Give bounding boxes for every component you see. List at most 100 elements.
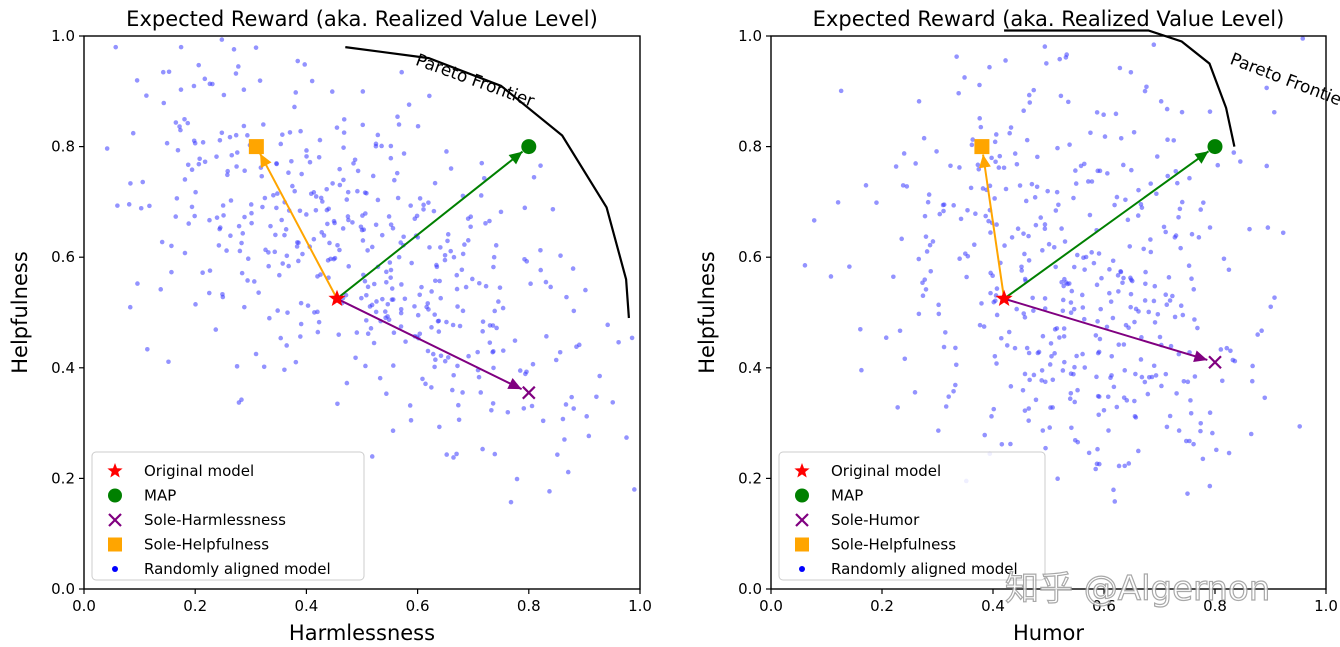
random-point	[1188, 410, 1194, 416]
random-point	[364, 292, 369, 298]
random-point	[379, 143, 384, 149]
random-point	[1175, 180, 1180, 186]
random-point	[496, 299, 501, 304]
random-point	[1215, 162, 1221, 168]
random-point	[423, 381, 428, 387]
random-point	[1152, 320, 1158, 325]
random-point	[1097, 168, 1103, 174]
random-point	[1219, 378, 1225, 384]
random-point	[1136, 309, 1141, 314]
random-point	[1249, 378, 1255, 384]
random-point	[616, 339, 621, 345]
random-point	[386, 214, 392, 219]
random-point	[1094, 374, 1099, 380]
random-point	[976, 167, 982, 172]
random-point	[429, 385, 434, 390]
random-point	[409, 260, 414, 266]
random-point	[289, 158, 294, 164]
random-point	[493, 243, 499, 248]
random-point	[384, 391, 389, 397]
marker-sole-helpfulness	[974, 139, 990, 155]
random-point	[282, 232, 287, 238]
random-point	[468, 224, 473, 230]
random-point	[402, 296, 408, 302]
y-tick-label: 0.4	[51, 359, 75, 377]
random-point	[1164, 106, 1170, 112]
random-point	[355, 188, 360, 194]
random-point	[430, 351, 436, 357]
random-point	[445, 238, 450, 244]
random-point	[571, 308, 577, 314]
random-point	[1039, 368, 1045, 373]
random-point	[315, 329, 321, 335]
random-point	[245, 256, 251, 261]
random-point	[965, 208, 970, 213]
legend-marker	[795, 513, 809, 527]
random-point	[465, 238, 471, 243]
random-point	[1052, 327, 1058, 332]
random-point	[897, 328, 903, 334]
random-point	[557, 349, 563, 355]
random-point	[240, 231, 246, 236]
random-point	[1152, 283, 1158, 289]
random-point	[399, 69, 404, 75]
random-point	[391, 363, 396, 368]
random-point	[1250, 363, 1255, 369]
random-point	[104, 146, 110, 151]
random-point	[1125, 217, 1131, 223]
random-point	[234, 150, 240, 155]
random-point	[1004, 343, 1010, 348]
random-point	[1110, 315, 1116, 321]
random-point	[1067, 396, 1073, 402]
pareto-frontier-curve	[1004, 29, 1236, 147]
random-point	[1026, 233, 1031, 239]
random-point	[365, 284, 371, 290]
random-point	[234, 364, 240, 369]
random-point	[214, 215, 220, 220]
random-point	[312, 310, 317, 315]
random-point	[297, 208, 303, 214]
x-tick-label: 0.2	[870, 597, 894, 615]
random-point	[993, 132, 999, 137]
random-point	[1171, 138, 1177, 143]
random-point	[417, 292, 423, 298]
random-point	[1026, 418, 1031, 423]
random-point	[1085, 179, 1091, 184]
random-point	[463, 284, 469, 290]
random-point	[374, 299, 379, 304]
random-point	[528, 281, 533, 287]
random-point	[395, 114, 400, 119]
random-point	[1089, 250, 1094, 255]
random-point	[1069, 288, 1075, 294]
random-point	[1196, 235, 1202, 240]
random-point	[307, 159, 313, 165]
legend: Original model MAP Sole-Harmlessness Sole-H…	[91, 451, 365, 581]
random-point	[912, 390, 918, 395]
random-point	[412, 216, 418, 222]
random-point	[1259, 328, 1264, 334]
random-point	[1030, 295, 1035, 301]
x-tick-label: 0.6	[406, 597, 430, 615]
random-point	[260, 204, 265, 210]
random-point	[280, 261, 286, 266]
random-point	[1163, 229, 1168, 235]
random-point	[492, 451, 498, 457]
random-point	[1117, 65, 1123, 71]
random-point	[1139, 335, 1144, 340]
random-point	[191, 83, 197, 89]
random-point	[350, 220, 355, 225]
random-point	[517, 368, 523, 373]
random-point	[989, 155, 994, 161]
random-point	[483, 283, 489, 289]
random-point	[1143, 281, 1148, 287]
random-point	[986, 218, 991, 224]
random-point	[1057, 335, 1062, 340]
random-point	[1095, 319, 1100, 324]
random-point	[1168, 343, 1174, 349]
y-tick-label: 0.2	[738, 469, 762, 487]
random-point	[388, 267, 394, 273]
random-point	[562, 437, 567, 442]
random-point	[229, 152, 235, 158]
plot-frame	[83, 35, 641, 590]
random-point	[1166, 275, 1172, 280]
